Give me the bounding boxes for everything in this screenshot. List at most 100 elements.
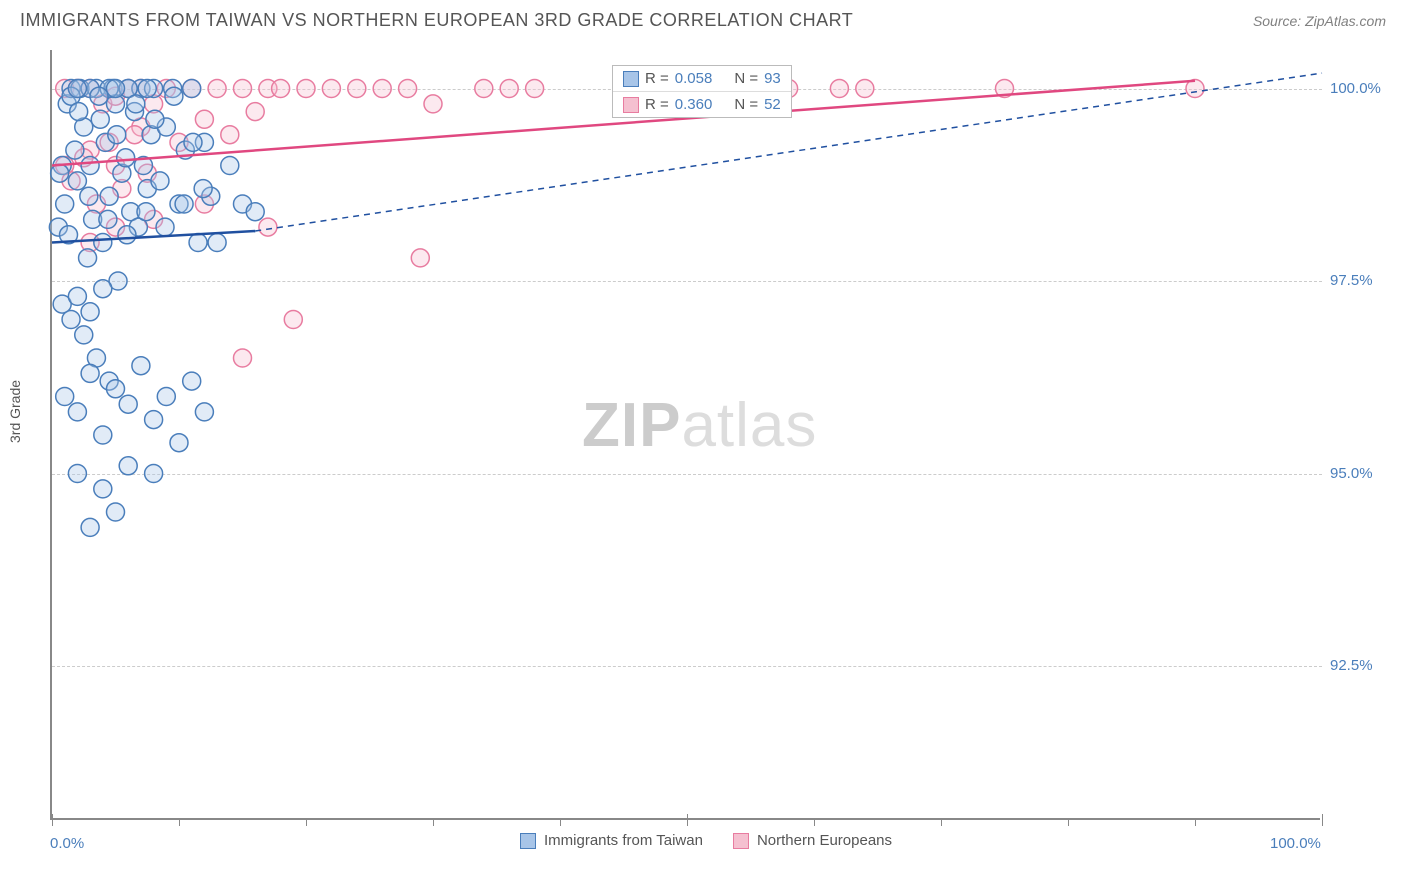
legend-r-label: R = bbox=[645, 70, 669, 87]
scatter-point bbox=[70, 103, 88, 121]
chart-header: IMMIGRANTS FROM TAIWAN VS NORTHERN EUROP… bbox=[0, 0, 1406, 36]
x-tick bbox=[1322, 814, 1323, 826]
scatter-point bbox=[68, 80, 86, 98]
scatter-point bbox=[79, 249, 97, 267]
scatter-point bbox=[119, 457, 137, 475]
legend-label: Northern Europeans bbox=[757, 832, 892, 849]
scatter-point bbox=[208, 234, 226, 252]
scatter-point bbox=[183, 80, 201, 98]
scatter-point bbox=[183, 372, 201, 390]
scatter-point bbox=[137, 203, 155, 221]
legend-r-label: R = bbox=[645, 96, 669, 113]
scatter-point bbox=[145, 465, 163, 483]
scatter-point bbox=[151, 172, 169, 190]
scatter-point bbox=[68, 172, 86, 190]
y-tick-label: 97.5% bbox=[1330, 272, 1373, 289]
scatter-point bbox=[94, 234, 112, 252]
correlation-legend: R = 0.058 N = 93 R = 0.360 N = 52 bbox=[612, 65, 792, 118]
scatter-point bbox=[348, 80, 366, 98]
source-attribution: Source: ZipAtlas.com bbox=[1253, 13, 1386, 29]
scatter-point bbox=[297, 80, 315, 98]
scatter-point bbox=[107, 80, 125, 98]
scatter-point bbox=[208, 80, 226, 98]
scatter-point bbox=[221, 126, 239, 144]
scatter-point bbox=[107, 380, 125, 398]
scatter-point bbox=[284, 311, 302, 329]
legend-item: Northern Europeans bbox=[733, 832, 892, 849]
scatter-point bbox=[322, 80, 340, 98]
scatter-point bbox=[373, 80, 391, 98]
scatter-point bbox=[195, 403, 213, 421]
legend-swatch bbox=[623, 97, 639, 113]
scatter-point bbox=[189, 234, 207, 252]
scatter-point bbox=[411, 249, 429, 267]
scatter-point bbox=[94, 426, 112, 444]
scatter-point bbox=[246, 103, 264, 121]
scatter-point bbox=[259, 218, 277, 236]
scatter-point bbox=[68, 287, 86, 305]
scatter-point bbox=[80, 187, 98, 205]
scatter-point bbox=[94, 480, 112, 498]
scatter-point bbox=[94, 280, 112, 298]
scatter-point bbox=[62, 311, 80, 329]
scatter-point bbox=[118, 226, 136, 244]
legend-n-value: 52 bbox=[764, 96, 781, 113]
legend-swatch bbox=[520, 833, 536, 849]
scatter-point bbox=[90, 87, 108, 105]
y-tick-label: 92.5% bbox=[1330, 657, 1373, 674]
chart-container: 3rd Grade ZIPatlas R =0.058N =93R =0.360… bbox=[50, 50, 1380, 840]
scatter-svg bbox=[52, 50, 1322, 820]
scatter-point bbox=[68, 403, 86, 421]
scatter-point bbox=[91, 110, 109, 128]
scatter-point bbox=[157, 388, 175, 406]
legend-swatch bbox=[733, 833, 749, 849]
scatter-point bbox=[99, 210, 117, 228]
scatter-point bbox=[856, 80, 874, 98]
legend-swatch bbox=[623, 71, 639, 87]
scatter-point bbox=[107, 503, 125, 521]
scatter-point bbox=[75, 326, 93, 344]
scatter-point bbox=[184, 133, 202, 151]
scatter-point bbox=[500, 80, 518, 98]
legend-row: R = 0.360 N = 52 bbox=[613, 92, 791, 117]
scatter-point bbox=[126, 126, 144, 144]
legend-n-label: N = bbox=[734, 70, 758, 87]
scatter-point bbox=[194, 180, 212, 198]
scatter-point bbox=[234, 80, 252, 98]
y-axis-label: 3rd Grade bbox=[7, 380, 23, 443]
chart-title: IMMIGRANTS FROM TAIWAN VS NORTHERN EUROP… bbox=[20, 10, 853, 31]
scatter-point bbox=[68, 465, 86, 483]
scatter-point bbox=[81, 518, 99, 536]
scatter-point bbox=[138, 80, 156, 98]
legend-row: R = 0.058 N = 93 bbox=[613, 66, 791, 92]
scatter-point bbox=[81, 303, 99, 321]
scatter-point bbox=[399, 80, 417, 98]
legend-n-value: 93 bbox=[764, 70, 781, 87]
scatter-point bbox=[127, 95, 145, 113]
scatter-point bbox=[66, 141, 84, 159]
scatter-point bbox=[272, 80, 290, 98]
legend-r-value: 0.058 bbox=[675, 70, 713, 87]
scatter-point bbox=[424, 95, 442, 113]
legend-n-label: N = bbox=[734, 96, 758, 113]
scatter-point bbox=[81, 157, 99, 175]
scatter-point bbox=[100, 187, 118, 205]
scatter-point bbox=[117, 149, 135, 167]
scatter-point bbox=[175, 195, 193, 213]
scatter-point bbox=[234, 349, 252, 367]
scatter-point bbox=[146, 110, 164, 128]
scatter-point bbox=[195, 110, 213, 128]
legend-r-value: 0.360 bbox=[675, 96, 713, 113]
legend-label: Immigrants from Taiwan bbox=[544, 832, 703, 849]
scatter-point bbox=[830, 80, 848, 98]
y-tick-label: 95.0% bbox=[1330, 465, 1373, 482]
series-legend: Immigrants from Taiwan Northern Europeans bbox=[520, 832, 892, 849]
scatter-point bbox=[221, 157, 239, 175]
scatter-point bbox=[246, 203, 264, 221]
x-tick-label: 0.0% bbox=[50, 835, 84, 852]
scatter-point bbox=[526, 80, 544, 98]
scatter-point bbox=[145, 411, 163, 429]
y-tick-label: 100.0% bbox=[1330, 80, 1381, 97]
scatter-point bbox=[132, 357, 150, 375]
scatter-point bbox=[475, 80, 493, 98]
